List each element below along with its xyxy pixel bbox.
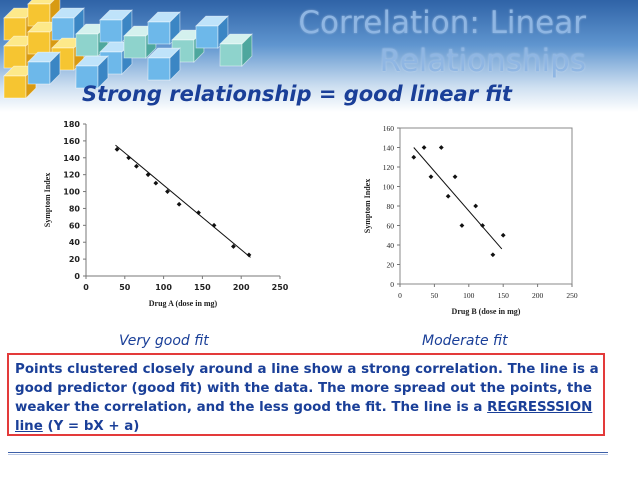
chart-b-data-point xyxy=(452,174,458,180)
slide-title: Correlation: Linear Relationships xyxy=(298,5,586,79)
footer-rule xyxy=(8,452,608,453)
chart-b-y-tick-label: 20 xyxy=(387,261,395,270)
chart-a-data-point xyxy=(211,222,217,228)
chart-b-y-tick-label: 0 xyxy=(390,280,394,289)
chart-b-x-tick-label: 150 xyxy=(498,291,510,300)
chart-b-data-point xyxy=(411,154,417,160)
chart-b-x-tick-label: 100 xyxy=(463,291,475,300)
regression-equation: (Y = bX + a) xyxy=(42,419,140,434)
chart-b-x-tick-label: 200 xyxy=(532,291,544,300)
cubes-decoration xyxy=(3,0,253,99)
chart-a-x-tick-label: 150 xyxy=(194,283,211,292)
chart-b-x-tick-label: 250 xyxy=(566,291,578,300)
chart-b-trendline xyxy=(413,147,503,250)
explanation-text: Points clustered closely around a line s… xyxy=(15,362,599,415)
chart-b-y-tick-label: 100 xyxy=(383,183,395,192)
chart-b-data-point xyxy=(438,145,444,150)
chart-b-data-point xyxy=(421,145,427,150)
caption-moderate-fit: Moderate fit xyxy=(422,333,508,349)
chart-a-y-tick-label: 60 xyxy=(69,221,81,230)
slide-subtitle: Strong relationship = good linear fit xyxy=(82,82,512,106)
chart-a-y-tick-label: 120 xyxy=(63,171,80,180)
chart-a-y-axis-label: Symptom Index xyxy=(43,173,52,227)
chart-b-data-point xyxy=(445,193,451,199)
chart-b-data-point xyxy=(480,223,485,228)
chart-a-y-tick-label: 0 xyxy=(74,272,80,281)
chart-b-y-tick-label: 160 xyxy=(383,124,395,133)
chart-b-data-point xyxy=(428,174,434,180)
cube-16 xyxy=(75,55,109,89)
chart-b-x-tick-label: 50 xyxy=(431,291,439,300)
chart-a-y-tick-label: 180 xyxy=(63,120,80,129)
chart-b-data-point xyxy=(459,223,465,228)
chart-b-y-tick-label: 140 xyxy=(383,144,395,153)
chart-a-data-point xyxy=(246,252,252,258)
explanation-box: Points clustered closely around a line s… xyxy=(7,353,605,436)
chart-b-y-axis-label: Symptom Index xyxy=(363,179,372,233)
chart-a-data-point xyxy=(176,201,182,207)
chart-a-trendline xyxy=(115,144,251,258)
chart-a-y-tick-label: 100 xyxy=(63,188,80,197)
chart-a-data-point xyxy=(153,180,159,186)
chart-a-data-point xyxy=(114,146,120,152)
chart-a-x-tick-label: 0 xyxy=(83,283,89,292)
chart-a-x-tick-label: 100 xyxy=(155,283,172,292)
chart-drug-b: 0 20 40 60 80 100 120 140 160 0 50 100 150 200 250 Drug… xyxy=(356,114,594,322)
caption-very-good-fit: Very good fit xyxy=(119,333,209,349)
chart-b-y-tick-label: 120 xyxy=(383,163,395,172)
cube-17 xyxy=(219,33,253,67)
chart-b-x-axis-label: Drug B (dose in mg) xyxy=(452,307,521,316)
chart-a-data-point xyxy=(231,244,236,249)
chart-a-data-point xyxy=(145,172,151,178)
chart-b-y-tick-label: 80 xyxy=(387,202,395,211)
header-band: Correlation: Linear Relationships Strong… xyxy=(0,0,638,112)
chart-b-y-tick-label: 40 xyxy=(387,241,395,250)
chart-a-y-tick-label: 80 xyxy=(69,204,81,213)
chart-a-y-tick-label: 160 xyxy=(63,137,80,146)
chart-b-data-point xyxy=(500,232,506,238)
chart-drug-b-svg: 0 20 40 60 80 100 120 140 160 0 50 100 150 200 250 Drug… xyxy=(363,124,578,316)
footer-rule-light xyxy=(8,454,608,455)
chart-a-x-tick-label: 200 xyxy=(233,283,250,292)
chart-b-data-point xyxy=(473,203,479,209)
regression-line-term: REGRESSSION line xyxy=(15,400,593,434)
chart-a-y-tick-label: 20 xyxy=(69,255,81,264)
chart-a-data-point xyxy=(165,189,170,194)
chart-b-x-tick-label: 0 xyxy=(398,291,402,300)
cube-11 xyxy=(27,51,61,85)
cube-14 xyxy=(147,47,181,81)
cube-1 xyxy=(27,0,61,27)
chart-a-x-tick-label: 50 xyxy=(119,283,131,292)
chart-drug-a: 0 20 40 60 80 100 120 140 160 180 0 50 100 150 200 250 D… xyxy=(40,114,298,322)
chart-b-y-tick-label: 60 xyxy=(387,222,395,231)
chart-a-y-tick-label: 140 xyxy=(63,154,80,163)
chart-b-data-point xyxy=(490,252,496,258)
chart-a-x-axis-label: Drug A (dose in mg) xyxy=(149,299,218,308)
chart-b-plot-frame xyxy=(399,127,573,285)
chart-drug-a-svg: 0 20 40 60 80 100 120 140 160 180 0 50 100 150 200 250 D… xyxy=(43,120,289,308)
chart-a-x-tick-label: 250 xyxy=(272,283,289,292)
chart-a-data-point xyxy=(126,155,132,161)
chart-a-y-tick-label: 40 xyxy=(69,238,81,247)
chart-a-data-point xyxy=(196,210,201,216)
